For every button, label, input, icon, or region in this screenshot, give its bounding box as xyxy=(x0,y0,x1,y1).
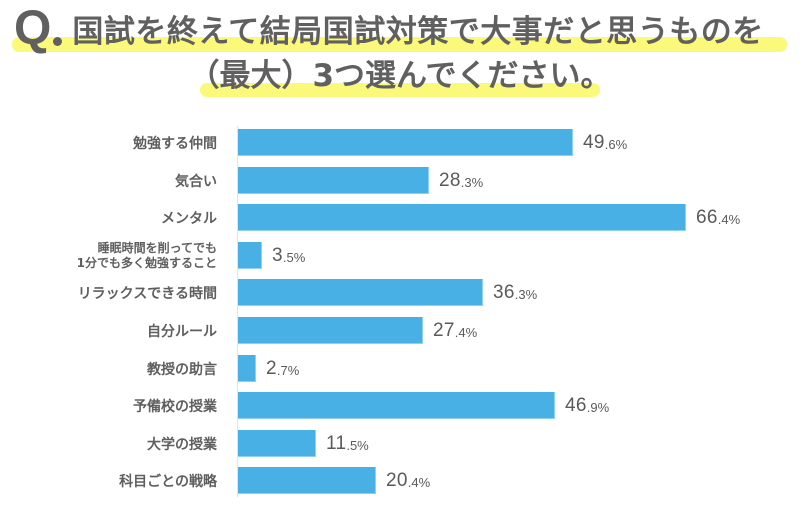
bar xyxy=(238,242,262,269)
value-label: 20.4% xyxy=(386,467,430,494)
bar xyxy=(238,392,555,419)
value-decimal: .4% xyxy=(454,325,478,340)
category-label: 睡眠時間を削ってでも 1分でも多く勉強すること xyxy=(76,240,217,270)
title-line1-text: 国試を終えて結局国試対策で大事だと思うものを xyxy=(72,14,764,50)
value-integer: 28 xyxy=(439,169,461,191)
bar-row: 自分ルール 27.4% xyxy=(0,317,800,344)
value-label: 11.5% xyxy=(326,430,369,457)
value-decimal: .9% xyxy=(586,400,610,415)
value-integer: 20 xyxy=(386,469,408,491)
bar xyxy=(238,167,429,194)
value-label: 27.4% xyxy=(433,317,477,344)
title-highlight-line1 xyxy=(12,37,787,52)
value-decimal: .7% xyxy=(276,363,300,378)
bar-row: 科目ごとの戦略 20.4% xyxy=(0,467,800,494)
bar-row: 教授の助言 2.7% xyxy=(0,355,800,382)
bar xyxy=(238,129,573,156)
value-label: 66.4% xyxy=(696,204,740,231)
bar xyxy=(238,430,316,457)
y-axis-line xyxy=(237,126,238,497)
bar xyxy=(238,467,376,494)
value-decimal: .4% xyxy=(407,475,431,490)
bar-row: 睡眠時間を削ってでも 1分でも多く勉強すること 3.5% xyxy=(0,240,800,270)
value-decimal: .6% xyxy=(604,137,628,152)
bar-row: 勉強する仲間 49.6% xyxy=(0,129,800,156)
category-label: 教授の助言 xyxy=(147,361,217,378)
value-label: 28.3% xyxy=(439,167,483,194)
value-label: 3.5% xyxy=(272,242,305,269)
value-integer: 36 xyxy=(493,281,515,303)
value-integer: 49 xyxy=(583,131,605,153)
value-integer: 66 xyxy=(696,206,718,228)
value-integer: 11 xyxy=(326,432,347,454)
bar-row: メンタル 66.4% xyxy=(0,204,800,231)
value-integer: 46 xyxy=(565,394,587,416)
question-title: Q 国試を終えて結局国試対策で大事だと思うものを （最大）3つ選んでください。 xyxy=(0,0,800,110)
value-decimal: .3% xyxy=(514,287,538,302)
bar xyxy=(238,279,483,306)
category-label: 自分ルール xyxy=(147,323,217,340)
bar xyxy=(238,355,256,382)
value-integer: 2 xyxy=(266,357,277,379)
category-label: 勉強する仲間 xyxy=(133,135,217,152)
value-label: 46.9% xyxy=(565,392,609,419)
value-integer: 3 xyxy=(272,244,283,266)
value-label: 49.6% xyxy=(583,129,627,156)
title-line1: Q 国試を終えて結局国試対策で大事だと思うものを xyxy=(14,2,764,55)
category-label: 科目ごとの戦略 xyxy=(119,473,217,490)
bar-row: リラックスできる時間 36.3% xyxy=(0,279,800,306)
bar-row: 大学の授業 11.5% xyxy=(0,430,800,457)
category-label: 予備校の授業 xyxy=(133,398,217,415)
value-decimal: .5% xyxy=(346,438,369,453)
bar xyxy=(238,317,423,344)
bar-row: 予備校の授業 46.9% xyxy=(0,392,800,419)
value-decimal: .5% xyxy=(282,250,306,265)
value-integer: 27 xyxy=(433,319,455,341)
q-mark: Q xyxy=(14,2,51,55)
title-line2: （最大）3つ選んでください。 xyxy=(188,58,612,94)
category-label: リラックスできる時間 xyxy=(77,285,217,302)
value-decimal: .3% xyxy=(460,175,484,190)
value-label: 2.7% xyxy=(266,355,299,382)
category-label: 気合い xyxy=(175,173,217,190)
q-dot-icon xyxy=(53,37,63,46)
value-label: 36.3% xyxy=(493,279,537,306)
value-decimal: .4% xyxy=(717,212,741,227)
category-label: 大学の授業 xyxy=(147,436,217,453)
category-label: メンタル xyxy=(161,210,217,227)
bar xyxy=(238,204,686,231)
bar-row: 気合い 28.3% xyxy=(0,167,800,194)
title-highlight-line2 xyxy=(200,83,600,97)
